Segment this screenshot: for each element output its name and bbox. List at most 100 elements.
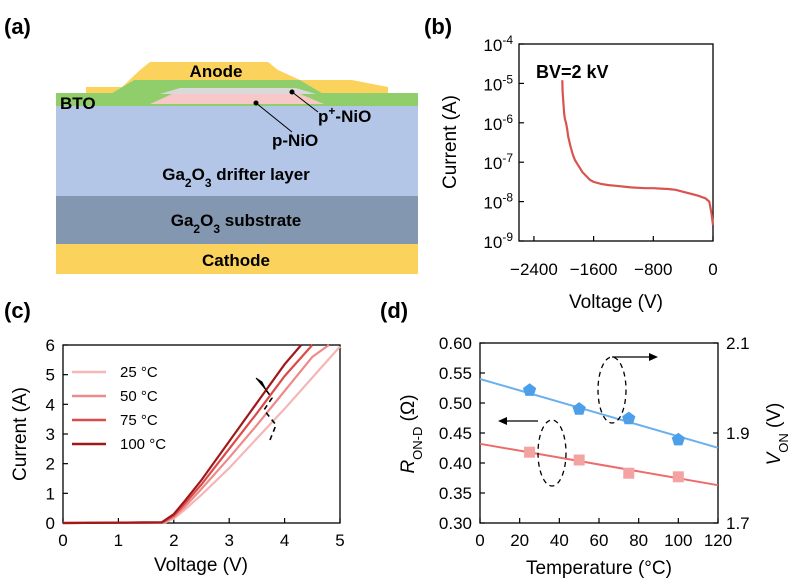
x-tick-label: −1600 <box>570 260 618 279</box>
left-y-tick-label: 0.40 <box>439 454 472 473</box>
x-tick-label: −800 <box>634 260 672 279</box>
left-y-tick-label: 0.50 <box>439 394 472 413</box>
panel-d-left-y-ticks: 0.30 0.35 0.40 0.45 0.50 0.55 0.60 <box>439 334 485 533</box>
p-nio-label: p-NiO <box>272 131 318 150</box>
panel-d-temperature-chart: (d) 0 20 40 60 80 100 120 0.30 0.35 0.40 0.45 0.50… <box>380 298 791 579</box>
left-y-tick-label: 0.35 <box>439 484 472 503</box>
y-tick-label: 10-5 <box>483 72 513 94</box>
panel-b-label: (b) <box>424 14 452 39</box>
legend-entry: 75 °C <box>120 412 158 429</box>
right-y-tick-label: 1.9 <box>726 424 750 443</box>
bto-label: BTO <box>60 94 96 113</box>
left-y-tick-label: 0.45 <box>439 424 472 443</box>
p-plus-nio-layer <box>160 88 316 94</box>
left-series-ellipse <box>537 419 567 487</box>
y-tick-label: 10-4 <box>483 33 513 55</box>
panel-c-trend-arrow <box>263 389 277 441</box>
p-nio-pointer-dot <box>253 100 259 106</box>
y-tick-label: 0 <box>46 514 55 533</box>
panel-d-right-y-axis-label: VON (V) <box>764 403 791 466</box>
y-tick-label: 4 <box>46 395 55 414</box>
panel-b-breakdown-chart: (b) −2400 −1600 −800 0 10-9 10-8 10-7 10-6 10-5… <box>424 14 718 313</box>
iv-curve-line <box>62 344 303 525</box>
x-tick-label: 100 <box>664 531 692 550</box>
panel-c-legend: 25 °C 50 °C 75 °C 100 °C <box>72 364 166 453</box>
x-tick-label: 0 <box>708 260 717 279</box>
drifter-layer <box>56 104 418 196</box>
panel-c-y-ticks: 0 1 2 3 4 5 6 <box>46 336 68 533</box>
panel-d-label: (d) <box>380 298 408 323</box>
cathode-layer <box>56 244 418 274</box>
panel-c-label: (c) <box>4 298 31 323</box>
x-tick-label: 5 <box>335 531 344 550</box>
y-tick-label: 5 <box>46 366 55 385</box>
ron-data-point <box>573 454 585 466</box>
panel-b-series-line <box>561 80 715 226</box>
legend-entry: 100 °C <box>120 436 166 453</box>
panel-d-x-ticks: 0 20 40 60 80 100 120 <box>475 518 732 550</box>
x-tick-label: 0 <box>475 531 484 550</box>
panel-b-annotation: BV=2 kV <box>536 62 609 82</box>
y-tick-label: 6 <box>46 336 55 355</box>
y-tick-label: 1 <box>46 484 55 503</box>
left-y-tick-label: 0.60 <box>439 334 472 353</box>
p-plus-nio-label: p+-NiO <box>318 104 371 126</box>
right-y-tick-label: 2.1 <box>726 334 750 353</box>
panel-d-left-y-axis-label: RON-D (Ω) <box>398 394 425 473</box>
panel-b-y-ticks: 10-9 10-8 10-7 10-6 10-5 10-4 <box>483 33 524 252</box>
ron-data-point <box>623 467 635 479</box>
panel-c-y-axis-label: Current (A) <box>10 387 31 481</box>
panel-a-device-schematic: (a) Anode BTO p+-NiO p-NiO Ga2O3 drifter… <box>4 14 418 274</box>
right-y-tick-label: 1.7 <box>726 514 750 533</box>
y-tick-label: 10-9 <box>483 230 513 252</box>
substrate-layer <box>56 196 418 244</box>
x-tick-label: 3 <box>224 531 233 550</box>
panel-b-x-ticks: −2400 −1600 −800 0 <box>510 236 718 279</box>
panel-c-x-axis-label: Voltage (V) <box>154 555 248 576</box>
von-data-point <box>622 411 636 425</box>
x-tick-label: 20 <box>510 531 529 550</box>
legend-entry: 50 °C <box>120 388 158 405</box>
p-nio-pointer <box>255 102 293 133</box>
y-tick-label: 10-7 <box>483 151 513 173</box>
ron-data-point <box>524 446 536 458</box>
von-data-point <box>671 432 685 446</box>
panel-b-plot-frame <box>518 43 714 242</box>
panel-d-plot-frame <box>479 342 719 524</box>
panel-d-x-axis-label: Temperature (°C) <box>526 558 672 579</box>
legend-entry: 25 °C <box>120 364 158 381</box>
y-tick-label: 10-6 <box>483 112 513 134</box>
von-data-point <box>522 383 537 396</box>
left-axis-arrow-head <box>498 417 507 425</box>
panel-c-arrow-head <box>255 377 267 391</box>
panel-b-x-axis-label: Voltage (V) <box>569 292 663 313</box>
p-plus-nio-pointer-dot <box>289 89 295 95</box>
p-plus-nio-pointer <box>291 91 319 113</box>
panel-d-series <box>479 378 719 487</box>
x-tick-label: 80 <box>629 531 648 550</box>
x-tick-label: 0 <box>58 531 67 550</box>
panel-a-label: (a) <box>4 14 31 39</box>
left-y-tick-label: 0.55 <box>439 364 472 383</box>
panel-c-iv-chart: (c) 0 1 2 3 4 5 0 1 2 3 4 5 6 25 °C 50 °C 75 °C 100 °C… <box>4 298 345 576</box>
anode-label: Anode <box>190 62 243 81</box>
left-y-tick-label: 0.30 <box>439 514 472 533</box>
anode-layer <box>86 62 388 93</box>
drifter-layer-label: Ga2O3 drifter layer <box>162 165 310 190</box>
x-tick-label: 2 <box>169 531 178 550</box>
x-tick-label: 60 <box>590 531 609 550</box>
von-data-point <box>572 402 586 415</box>
x-tick-label: 40 <box>550 531 569 550</box>
p-nio-layer <box>150 94 324 104</box>
ron-data-point <box>672 471 684 483</box>
y-tick-label: 2 <box>46 455 55 474</box>
cathode-label: Cathode <box>202 251 270 270</box>
panel-c-series-lines <box>62 344 341 525</box>
y-tick-label: 3 <box>46 425 55 444</box>
right-series-ellipse <box>597 356 627 424</box>
y-tick-label: 10-8 <box>483 191 513 213</box>
x-tick-label: 4 <box>280 531 289 550</box>
x-tick-label: −2400 <box>510 260 558 279</box>
x-tick-label: 1 <box>114 531 123 550</box>
